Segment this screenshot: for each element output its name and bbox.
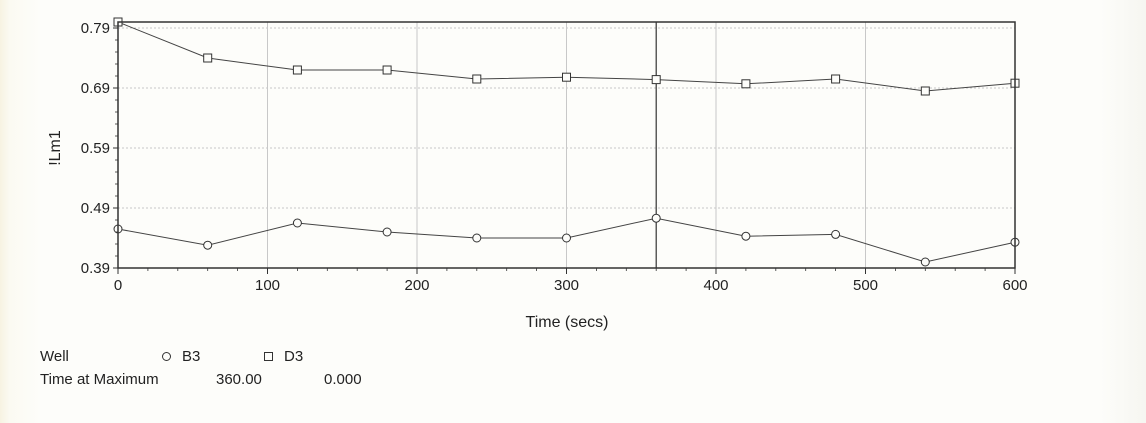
x-tick-label: 300 [554,277,579,294]
circle-marker-icon [162,352,171,361]
data-point-B3 [472,233,482,243]
data-point-D3 [562,72,571,82]
data-point-B3 [203,240,213,250]
data-point-D3 [292,65,302,75]
data-point-B3 [831,229,841,239]
data-point-B3 [741,231,751,241]
data-point-B3 [920,257,930,267]
legend-well-label: Well [40,348,69,365]
grid [117,22,1016,269]
data-point-D3 [472,74,482,84]
y-tick-label: 0.69 [81,80,110,97]
data-point-D3 [741,79,751,89]
legend-b3-name: B3 [182,348,201,365]
y-tick-label: 0.49 [81,200,110,217]
data-point-D3 [382,65,392,75]
x-tick-label: 200 [404,277,429,294]
x-tick-label: 400 [703,277,728,294]
time-at-max-d3: 0.000 [324,371,362,388]
time-at-max-label: Time at Maximum [40,371,159,388]
data-point-D3 [203,53,213,63]
legend-d3-name: D3 [284,348,304,365]
time-at-max-b3: 360.00 [216,371,262,388]
data-point-B3 [562,233,571,243]
square-marker-icon [264,352,273,361]
y-axis-title: !Lm1 [47,130,64,166]
data-point-D3 [920,86,930,96]
data-point-B3 [651,213,661,223]
data-point-D3 [651,75,661,85]
legend-b3-entry [162,348,171,365]
legend-d3-entry [264,348,273,365]
data-point-B3 [292,218,302,228]
data-point-B3 [382,227,392,237]
y-tick-label: 0.59 [81,140,110,157]
y-tick-label: 0.79 [81,20,110,37]
x-tick-label: 100 [255,277,280,294]
x-tick-label: 600 [1002,277,1027,294]
x-axis-title: Time (secs) [526,314,609,331]
data-point-D3 [831,74,841,84]
y-tick-label: 0.39 [81,260,110,277]
tick-labels: 0 100 200 300 400 500 600 0.39 0.49 0.59 0.69 0.79 [81,20,1028,294]
x-tick-label: 500 [853,277,878,294]
x-tick-label: 0 [114,277,122,294]
